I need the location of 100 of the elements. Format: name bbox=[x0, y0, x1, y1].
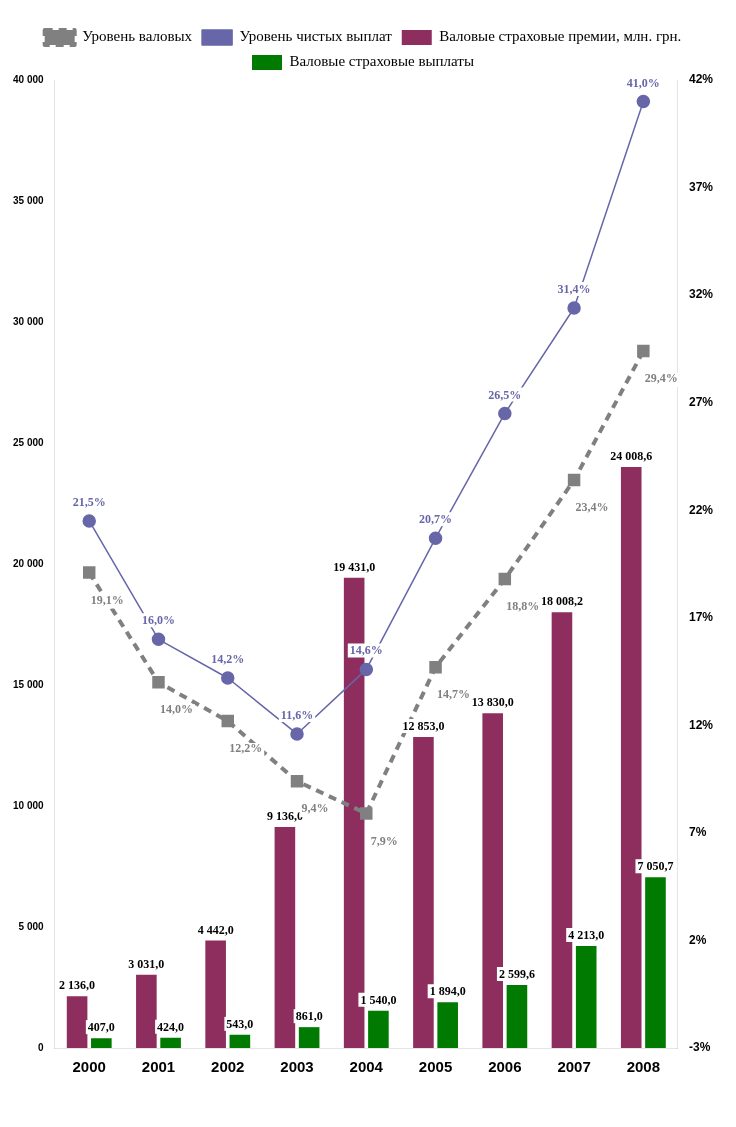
data-label: 4 213,0 bbox=[568, 928, 605, 943]
bar bbox=[298, 1027, 320, 1048]
point bbox=[637, 344, 650, 358]
y2-tick-label: 42% bbox=[688, 72, 714, 87]
data-label: 31,4% bbox=[557, 282, 591, 297]
y2-tick-label: 22% bbox=[688, 502, 714, 517]
data-label: 7 050,7 bbox=[637, 859, 674, 874]
x-tick-label: 2007 bbox=[557, 1058, 591, 1076]
bar bbox=[506, 985, 528, 1048]
data-label: 861,0 bbox=[295, 1009, 323, 1024]
bar bbox=[482, 713, 503, 1048]
data-label: 14,6% bbox=[349, 643, 383, 658]
data-label: 18 008,2 bbox=[540, 594, 583, 609]
point bbox=[151, 632, 166, 647]
x-tick-label: 2006 bbox=[488, 1058, 522, 1076]
bar bbox=[136, 974, 157, 1048]
data-label: 7,9% bbox=[370, 833, 398, 848]
y-tick-label: 25 000 bbox=[12, 436, 45, 448]
x-tick-label: 2003 bbox=[280, 1058, 314, 1076]
data-label: 424,0 bbox=[157, 1019, 185, 1034]
data-label: 543,0 bbox=[226, 1016, 254, 1031]
data-label: 13 830,0 bbox=[471, 695, 514, 710]
bar bbox=[160, 1037, 181, 1048]
y2-tick-label: 27% bbox=[688, 394, 714, 409]
point bbox=[498, 572, 512, 586]
data-label: 19,1% bbox=[90, 592, 124, 607]
point bbox=[428, 531, 443, 545]
point bbox=[82, 566, 96, 579]
y2-tick-label: 32% bbox=[688, 287, 714, 302]
data-label: 1 894,0 bbox=[429, 984, 466, 999]
point bbox=[360, 807, 373, 820]
bar bbox=[229, 1034, 251, 1048]
bar bbox=[205, 940, 226, 1048]
bar bbox=[575, 946, 597, 1048]
y2-tick-label: 2% bbox=[688, 932, 707, 947]
bar bbox=[66, 996, 88, 1048]
legend-label: Уровень валовых bbox=[82, 28, 193, 45]
legend-label: Уровень чистых выплат bbox=[239, 28, 393, 45]
data-label: 20,7% bbox=[419, 512, 453, 527]
data-label: 14,2% bbox=[211, 652, 245, 667]
data-label: 23,4% bbox=[575, 500, 609, 515]
data-label: 407,0 bbox=[87, 1020, 115, 1035]
point bbox=[221, 714, 234, 728]
data-label: 29,4% bbox=[644, 371, 678, 386]
data-label: 9,4% bbox=[301, 801, 329, 816]
y-tick-label: 10 000 bbox=[12, 799, 45, 811]
data-label: 1 540,0 bbox=[360, 992, 397, 1007]
y-tick-label: 40 000 bbox=[12, 73, 45, 85]
y-tick-label: 30 000 bbox=[12, 315, 45, 327]
data-label: 2 136,0 bbox=[59, 978, 96, 993]
point bbox=[498, 406, 512, 421]
data-label: 2 599,6 bbox=[498, 967, 535, 982]
data-label: 18,8% bbox=[506, 599, 540, 614]
data-label: 14,0% bbox=[159, 702, 193, 717]
bar bbox=[91, 1038, 112, 1048]
legend-label: Валовые страховые премии, млн. грн. bbox=[439, 28, 682, 45]
bar bbox=[645, 877, 666, 1048]
y2-tick-label: 12% bbox=[688, 717, 714, 732]
bar bbox=[551, 612, 573, 1048]
x-tick-label: 2004 bbox=[349, 1058, 384, 1076]
y2-tick-label: 37% bbox=[688, 179, 714, 194]
data-label: 4 442,0 bbox=[197, 922, 234, 937]
point bbox=[359, 662, 374, 677]
legend-label: Валовые страховые выплаты bbox=[289, 53, 474, 70]
bar bbox=[368, 1010, 389, 1048]
y-tick-label: 35 000 bbox=[12, 194, 45, 206]
data-label: 3 031,0 bbox=[128, 956, 165, 971]
point bbox=[82, 514, 96, 528]
y-tick-label: 20 000 bbox=[12, 557, 45, 569]
y2-tick-label: 17% bbox=[688, 610, 714, 625]
data-label: 16,0% bbox=[141, 613, 175, 628]
y2-tick-label: -3% bbox=[688, 1040, 711, 1055]
y-tick-label: 0 bbox=[38, 1041, 45, 1053]
y-tick-label: 15 000 bbox=[12, 678, 45, 690]
point bbox=[567, 301, 581, 315]
data-label: 41,0% bbox=[626, 75, 660, 90]
point bbox=[429, 661, 442, 674]
point bbox=[221, 671, 235, 685]
x-tick-label: 2000 bbox=[72, 1058, 106, 1076]
point bbox=[290, 727, 304, 741]
data-label: 26,5% bbox=[488, 387, 522, 402]
data-label: 24 008,6 bbox=[610, 449, 653, 464]
y2-tick-label: 7% bbox=[688, 825, 707, 840]
point bbox=[152, 676, 165, 689]
data-label: 11,6% bbox=[280, 708, 314, 723]
bar bbox=[437, 1002, 458, 1048]
point bbox=[567, 473, 581, 487]
data-label: 14,7% bbox=[437, 687, 471, 702]
x-tick-label: 2005 bbox=[418, 1058, 453, 1076]
bar bbox=[413, 736, 434, 1048]
data-label: 12,2% bbox=[229, 741, 263, 756]
data-label: 19 431,0 bbox=[333, 559, 376, 574]
point bbox=[290, 775, 304, 788]
bar bbox=[274, 826, 296, 1048]
bar bbox=[620, 466, 642, 1048]
data-label: 21,5% bbox=[72, 495, 106, 510]
x-tick-label: 2008 bbox=[626, 1058, 661, 1076]
data-label: 12 853,0 bbox=[402, 719, 445, 734]
x-tick-label: 2001 bbox=[141, 1058, 176, 1076]
x-tick-label: 2002 bbox=[211, 1058, 245, 1076]
